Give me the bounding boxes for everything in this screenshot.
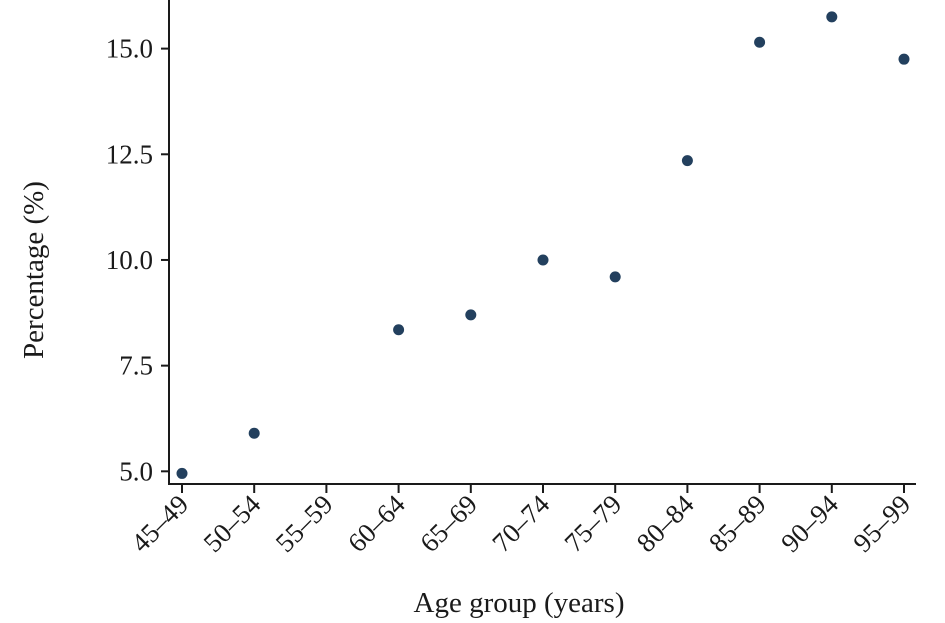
data-points <box>176 11 910 479</box>
y-tick-label: 7.5 <box>119 351 153 381</box>
data-point <box>754 36 766 48</box>
data-point <box>898 53 910 65</box>
x-tick-label: 50–54 <box>197 489 266 558</box>
y-axis-title: Percentage (%) <box>18 181 50 359</box>
y-tick-label: 5.0 <box>119 456 153 486</box>
x-tick-label: 85–89 <box>703 489 772 558</box>
x-ticks: 45–49 50–54 55–59 60–64 65–69 70–74 75–79 80–84… <box>125 484 916 558</box>
data-point <box>609 271 621 283</box>
y-tick-label: 10.0 <box>106 245 153 275</box>
data-point <box>248 427 260 439</box>
data-point <box>393 324 405 336</box>
x-tick-label: 60–64 <box>342 489 411 558</box>
y-tick-label: 15.0 <box>106 34 153 64</box>
x-tick-label: 95–99 <box>847 489 916 558</box>
y-tick-label: 12.5 <box>106 139 153 169</box>
x-tick-label: 70–74 <box>486 489 555 558</box>
data-point <box>681 155 693 167</box>
x-tick-label: 45–49 <box>125 489 194 558</box>
x-tick-label: 55–59 <box>270 489 339 558</box>
x-tick-label: 65–69 <box>414 489 483 558</box>
x-axis-title: Age group (years) <box>414 587 625 619</box>
data-point <box>465 309 477 321</box>
x-tick-label: 90–94 <box>775 489 844 558</box>
data-point <box>176 467 188 479</box>
data-point <box>537 254 549 266</box>
x-tick-label: 80–84 <box>631 489 700 558</box>
x-tick-label: 75–79 <box>558 489 627 558</box>
y-ticks: 5.0 7.5 10.0 12.5 15.0 <box>106 34 169 486</box>
data-point <box>826 11 838 23</box>
